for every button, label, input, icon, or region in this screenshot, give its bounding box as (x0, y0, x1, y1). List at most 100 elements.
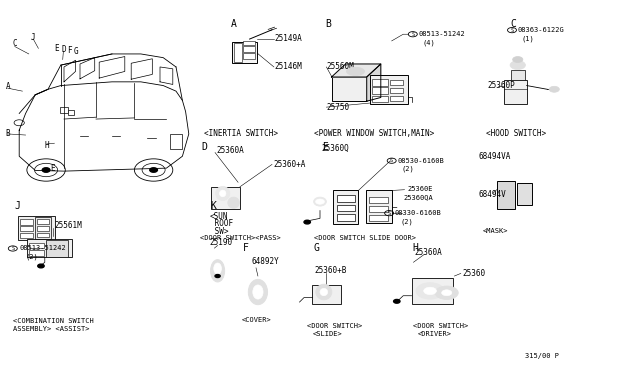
Text: 25360A: 25360A (216, 146, 244, 155)
Text: <DOOR SWITCH>: <DOOR SWITCH> (307, 323, 362, 328)
Bar (60, 107, 68, 113)
Text: <DOOR SWITCH>: <DOOR SWITCH> (413, 323, 468, 328)
Text: A: A (5, 82, 10, 91)
Text: 25561M: 25561M (54, 221, 82, 230)
Circle shape (424, 287, 436, 295)
Text: <DOOR SWITCH><PASS>: <DOOR SWITCH><PASS> (200, 235, 281, 241)
Text: (2): (2) (26, 253, 38, 260)
Circle shape (150, 168, 157, 172)
Ellipse shape (214, 263, 221, 274)
Bar (37, 233, 49, 237)
Text: 25360Q: 25360Q (322, 144, 349, 153)
Bar (68, 110, 74, 115)
Ellipse shape (347, 67, 365, 76)
Text: ROOF: ROOF (210, 219, 233, 228)
Text: G: G (314, 243, 319, 253)
Text: B: B (5, 129, 10, 138)
Text: H: H (413, 243, 419, 253)
Text: E: E (322, 142, 328, 152)
Text: 25190: 25190 (210, 238, 233, 247)
Text: 25149A: 25149A (275, 34, 302, 43)
Ellipse shape (248, 279, 268, 305)
Text: 08513-51242: 08513-51242 (19, 246, 66, 251)
Bar (412, 278, 453, 304)
Circle shape (416, 283, 444, 299)
Text: <SLIDE>: <SLIDE> (312, 331, 342, 337)
Bar (497, 181, 515, 209)
Text: (1): (1) (522, 36, 534, 42)
Circle shape (215, 275, 220, 278)
Bar (234, 43, 242, 62)
Bar (27, 239, 72, 257)
Text: D: D (202, 142, 207, 152)
Text: H: H (44, 141, 49, 150)
Bar (511, 70, 525, 80)
Text: <HOOD SWITCH>: <HOOD SWITCH> (486, 129, 547, 138)
Text: 64892Y: 64892Y (252, 257, 279, 266)
Bar (35, 217, 51, 239)
Bar (18, 216, 55, 240)
Circle shape (38, 264, 44, 268)
Text: 25146M: 25146M (275, 62, 302, 71)
Text: J: J (14, 202, 20, 211)
Text: S: S (390, 158, 393, 163)
Text: 68494VA: 68494VA (479, 153, 511, 161)
Text: 25360E: 25360E (407, 186, 433, 192)
Text: SW>: SW> (210, 227, 228, 236)
Ellipse shape (314, 197, 326, 206)
Text: (2): (2) (400, 218, 413, 225)
Bar (372, 96, 388, 102)
Bar (312, 285, 341, 304)
Text: F: F (243, 243, 249, 253)
Bar (37, 226, 49, 231)
Text: 25360P: 25360P (488, 81, 515, 90)
Bar (390, 88, 403, 93)
Text: S: S (412, 32, 414, 37)
Text: S: S (12, 246, 14, 251)
Ellipse shape (228, 197, 239, 208)
Text: 08513-51242: 08513-51242 (419, 31, 465, 37)
Bar (243, 53, 255, 59)
Bar (332, 77, 367, 101)
Bar (170, 134, 182, 149)
Text: ASSEMBLY> <ASSIST>: ASSEMBLY> <ASSIST> (13, 326, 90, 332)
Text: C: C (12, 39, 17, 48)
Bar (20, 219, 33, 225)
Ellipse shape (253, 285, 263, 299)
Ellipse shape (316, 284, 332, 300)
Polygon shape (332, 64, 381, 77)
Text: G: G (73, 47, 78, 56)
Text: 25750: 25750 (326, 103, 349, 112)
Ellipse shape (320, 288, 328, 296)
Text: J: J (31, 33, 36, 42)
Text: K: K (210, 202, 216, 211)
Circle shape (304, 220, 310, 224)
Text: (2): (2) (402, 165, 415, 172)
Bar (232, 42, 257, 63)
Text: <DOOR SWITCH SLIDE DOOR>: <DOOR SWITCH SLIDE DOOR> (314, 235, 415, 241)
Circle shape (397, 205, 405, 209)
Text: E: E (50, 164, 55, 173)
Text: 25360A: 25360A (415, 248, 442, 257)
Ellipse shape (216, 186, 230, 201)
Text: D: D (61, 45, 66, 54)
Circle shape (435, 286, 458, 299)
Bar (372, 87, 388, 94)
Bar (20, 233, 33, 238)
Text: <SUN: <SUN (210, 212, 228, 221)
Text: A: A (230, 19, 236, 29)
Bar (46, 240, 68, 257)
Bar (369, 215, 388, 221)
Text: <DRIVER>: <DRIVER> (418, 331, 452, 337)
Text: 315/00 P: 315/00 P (525, 353, 559, 359)
Circle shape (510, 61, 525, 70)
Text: 08330-6160B: 08330-6160B (395, 210, 442, 216)
Bar (243, 46, 255, 52)
Text: <COVER>: <COVER> (242, 317, 271, 323)
Text: 25360QA: 25360QA (403, 194, 433, 200)
Polygon shape (367, 64, 381, 101)
Circle shape (442, 290, 452, 296)
Bar (369, 206, 388, 212)
Circle shape (549, 86, 559, 92)
Text: <INERTIA SWITCH>: <INERTIA SWITCH> (204, 129, 278, 138)
